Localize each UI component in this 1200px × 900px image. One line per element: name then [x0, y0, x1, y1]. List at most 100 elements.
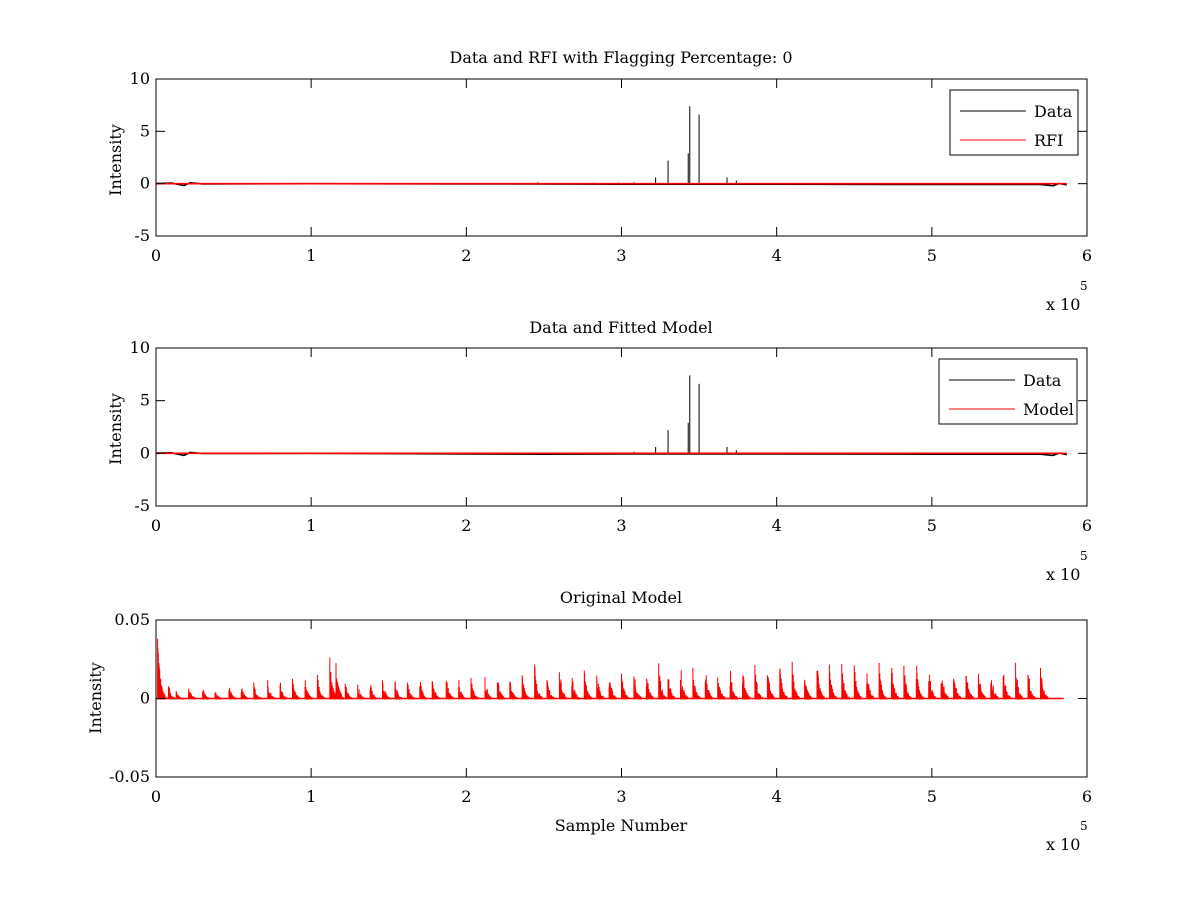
burst-mark	[558, 672, 568, 700]
chart-title: Original Model	[560, 588, 682, 607]
burst-mark	[729, 671, 738, 700]
legend-label: Data	[1023, 371, 1062, 390]
burst-mark	[546, 679, 555, 700]
burst-mark	[304, 680, 313, 700]
burst-mark	[1002, 674, 1012, 700]
y-tick-label: 10	[130, 338, 150, 357]
chart-panel-rfi: Data and RFI with Flagging Percentage: 0…	[106, 48, 1092, 314]
x-tick-label: 0	[151, 516, 161, 535]
burst-mark	[816, 670, 825, 700]
burst-mark	[717, 677, 726, 700]
legend-label: Model	[1023, 400, 1074, 419]
burst-mark	[583, 670, 593, 700]
burst-mark	[394, 681, 403, 700]
burst-mark	[458, 680, 467, 700]
burst-mark	[891, 667, 900, 700]
burst-mark	[253, 682, 262, 700]
burst-mark	[419, 681, 428, 700]
plot-area	[156, 375, 1067, 457]
y-tick-label: -5	[134, 226, 150, 245]
y-tick-label: 0	[140, 443, 150, 462]
x-tick-label: 0	[151, 787, 161, 806]
legend-box	[938, 358, 1078, 425]
x-tick-label: 2	[461, 246, 471, 265]
burst-mark	[167, 686, 177, 700]
burst-mark	[742, 675, 751, 700]
legend-label: Data	[1034, 102, 1073, 121]
burst-mark	[853, 665, 863, 700]
x-tick-label: 1	[306, 246, 316, 265]
legend: Data RFI	[949, 89, 1079, 156]
x-tick-label: 5	[927, 516, 937, 535]
burst-mark	[915, 665, 925, 700]
legend-box	[949, 89, 1079, 156]
x-tick-label: 6	[1082, 787, 1092, 806]
burst-mark	[484, 677, 493, 700]
burst-mark	[841, 664, 850, 700]
y-tick-label: -0.05	[109, 767, 150, 786]
burst-mark	[279, 682, 288, 700]
burst-mark	[1015, 662, 1024, 700]
y-tick-label: 5	[140, 391, 150, 410]
x-tick-label: 6	[1082, 246, 1092, 265]
x-tick-label: 3	[616, 516, 626, 535]
burst-mark	[828, 664, 838, 700]
burst-mark	[202, 689, 211, 700]
y-tick-label: -5	[134, 496, 150, 515]
burst-mark	[791, 661, 801, 700]
burst-mark	[804, 679, 813, 700]
x-tick-label: 4	[772, 787, 782, 806]
x-tick-label: 3	[616, 246, 626, 265]
burst-mark	[292, 678, 301, 700]
burst-mark	[496, 682, 506, 700]
burst-mark	[214, 692, 223, 700]
plot-area	[156, 638, 1064, 700]
y-axis-label: Intensity	[106, 393, 125, 465]
x-axis-label: Sample Number	[555, 816, 688, 835]
y-tick-label: 0	[140, 174, 150, 193]
burst-mark	[704, 675, 714, 700]
burst-mark	[344, 683, 354, 700]
x-tick-label: 2	[461, 787, 471, 806]
burst-mark	[953, 678, 962, 700]
x-tick-label: 0	[151, 246, 161, 265]
legend: Data Model	[938, 358, 1078, 425]
burst-mark	[990, 680, 999, 700]
burst-mark	[357, 684, 366, 700]
burst-mark	[692, 667, 701, 700]
burst-mark	[645, 678, 655, 700]
y-axis-label: Intensity	[86, 662, 105, 734]
chart-title: Data and Fitted Model	[529, 318, 712, 337]
burst-mark	[431, 681, 441, 700]
burst-mark	[175, 691, 185, 700]
burst-mark	[445, 680, 455, 700]
x-tick-label: 1	[306, 787, 316, 806]
burst-mark	[240, 688, 250, 700]
x-exponent-label: x 10	[1046, 295, 1080, 314]
x-exponent-label: x 10	[1046, 565, 1080, 584]
burst-mark	[228, 687, 237, 700]
burst-mark	[1040, 668, 1049, 700]
x-tick-label: 5	[927, 787, 937, 806]
burst-mark	[633, 676, 642, 700]
burst-mark	[928, 674, 937, 700]
burst-mark	[977, 673, 987, 700]
y-tick-label: 5	[140, 121, 150, 140]
burst-mark	[596, 675, 605, 700]
series-line-data	[156, 451, 1067, 457]
burst-mark	[754, 665, 763, 700]
burst-mark	[621, 673, 630, 700]
burst-mark	[406, 682, 416, 700]
chart-panel-model-fit: Data and Fitted Model Intensity x 10 5 0…	[106, 318, 1092, 584]
chart-panel-original-model: Original Model Intensity Sample Number x…	[86, 588, 1092, 854]
burst-mark	[680, 670, 689, 700]
burst-mark	[509, 681, 518, 700]
burst-mark	[571, 678, 580, 700]
x-tick-label: 2	[461, 516, 471, 535]
x-tick-label: 1	[306, 516, 316, 535]
y-tick-label: 10	[130, 69, 150, 88]
burst-mark	[903, 665, 912, 700]
burst-mark	[521, 675, 531, 700]
x-exponent-power: 5	[1080, 279, 1088, 293]
